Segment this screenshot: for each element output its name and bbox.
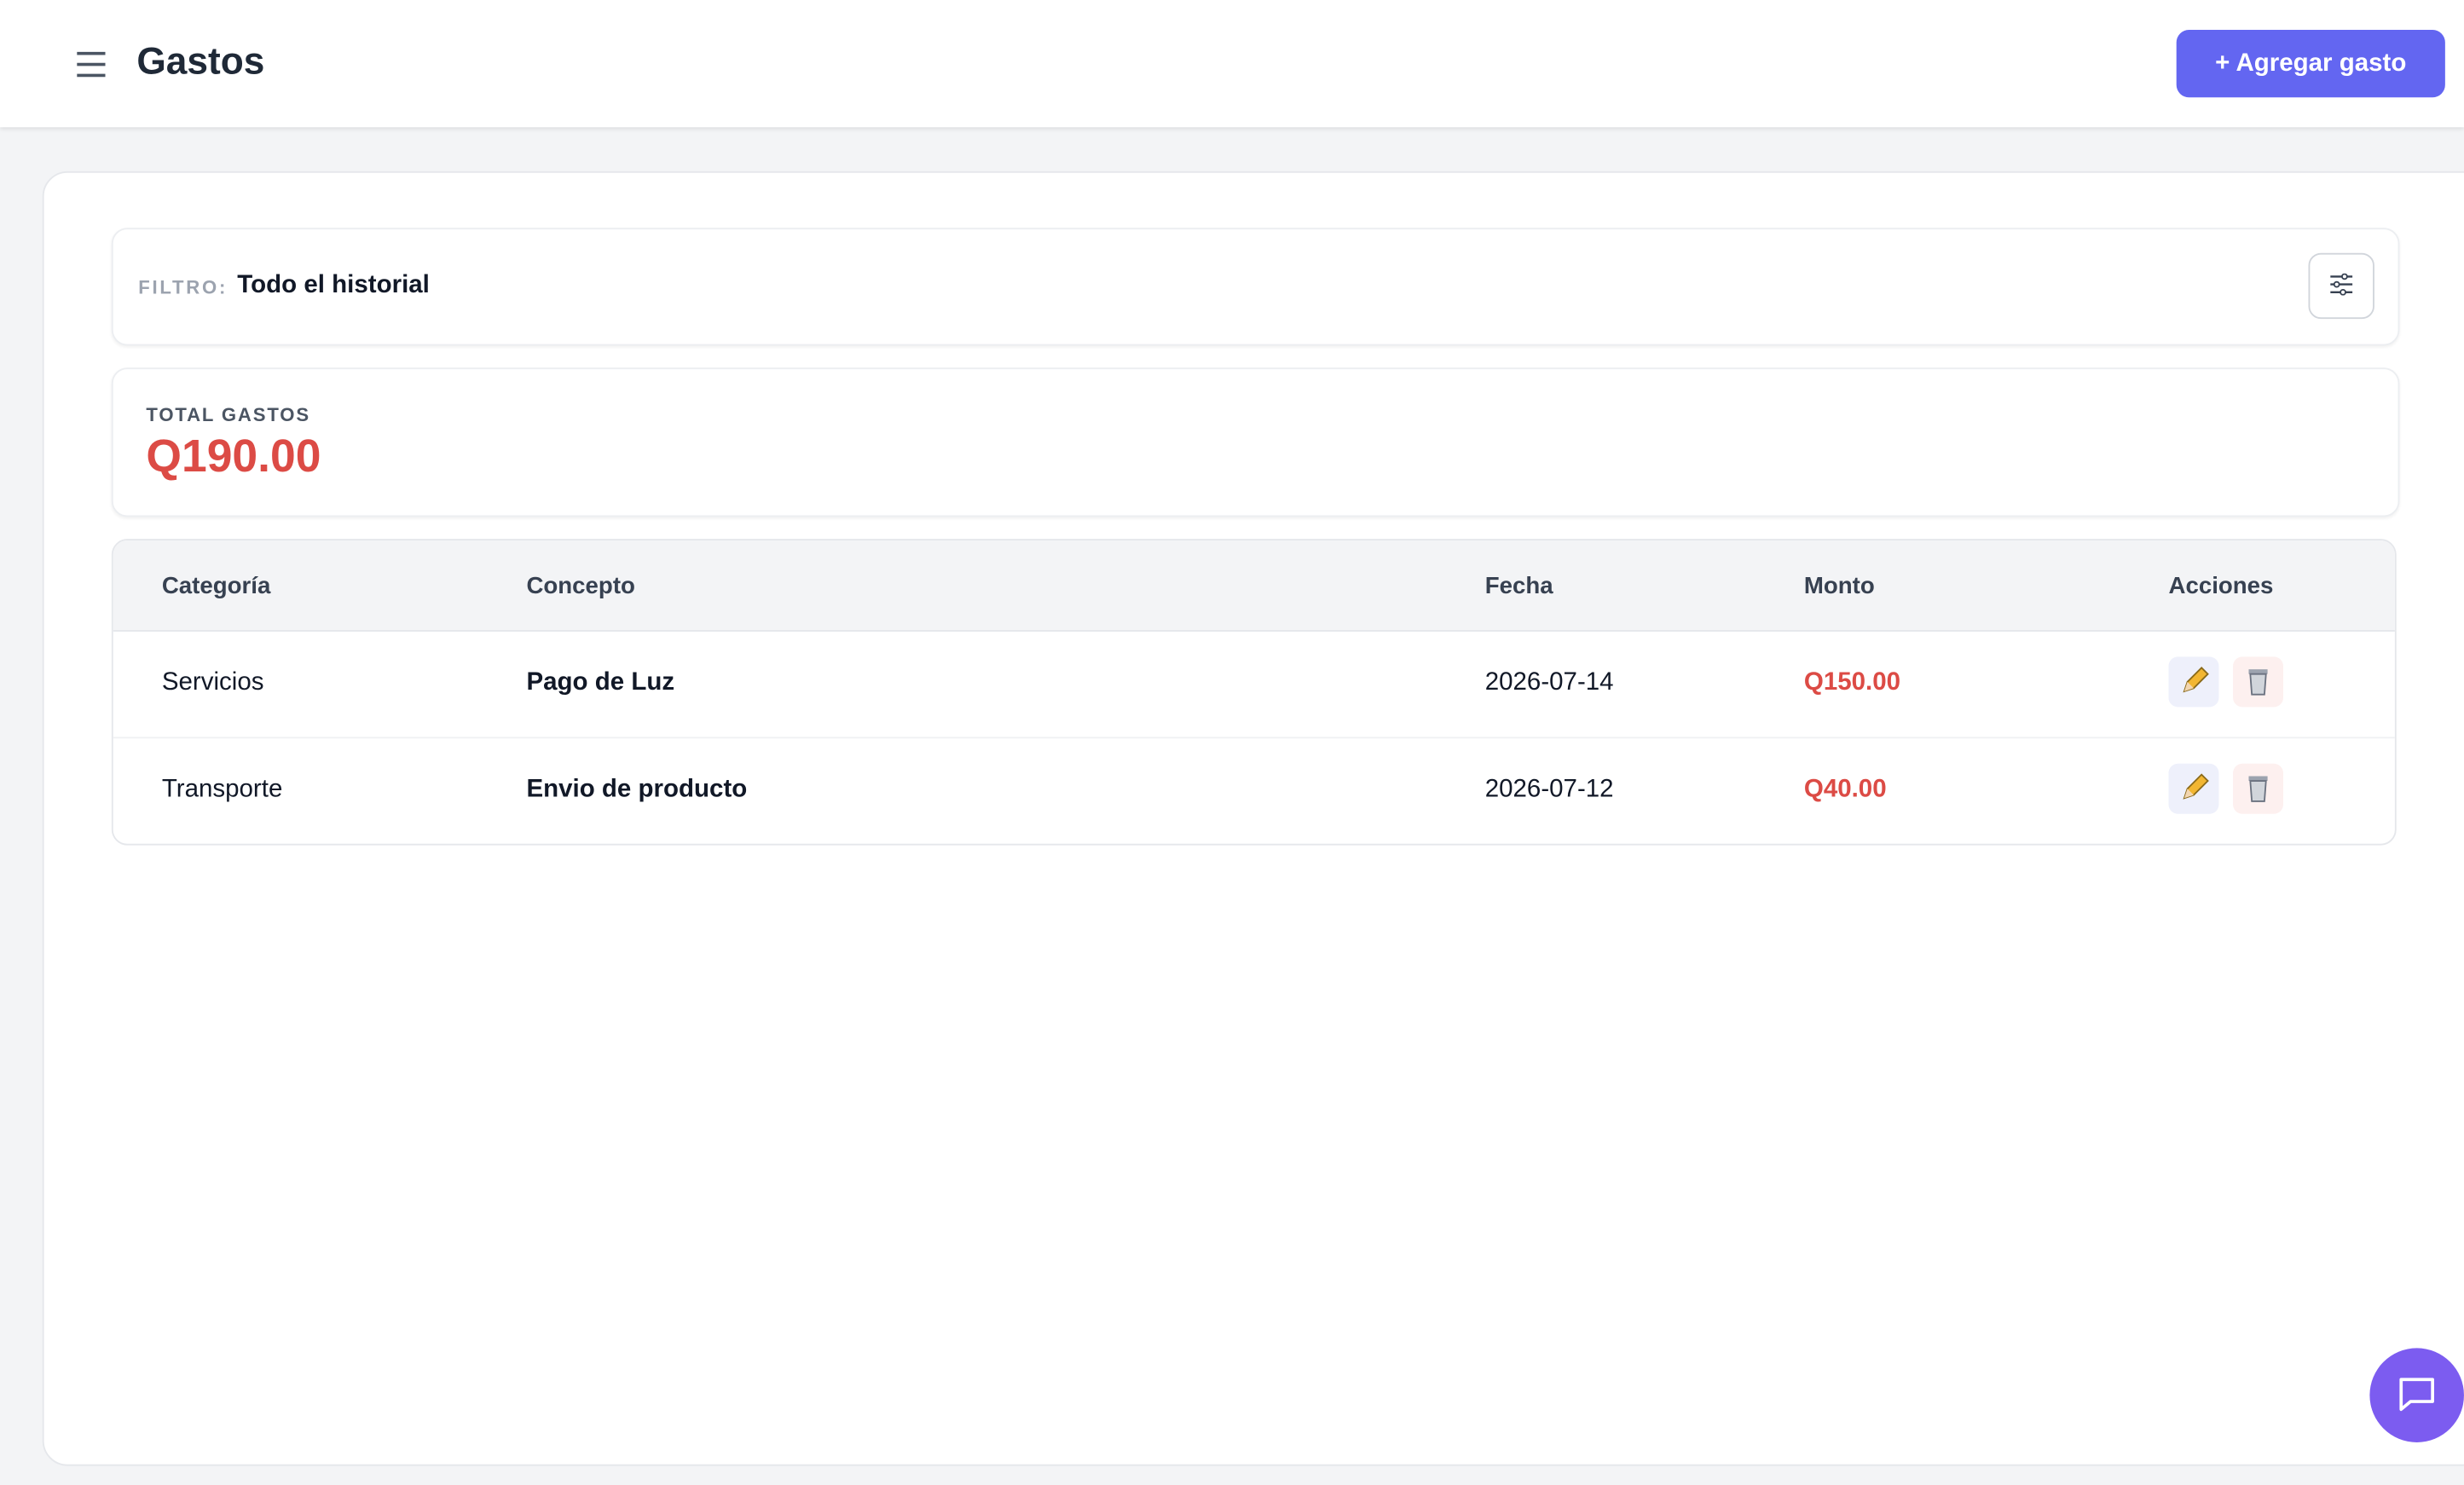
add-expense-button[interactable]: + Agregar gasto <box>2176 30 2445 98</box>
table-row: Servicios Pago de Luz 2026-07-14 Q150.00 <box>113 630 2395 739</box>
expenses-table: Categoría Concepto Fecha Monto Acciones Serv… <box>111 539 2397 846</box>
table-row: Transporte Envio de producto 2026-07-12 Q40… <box>113 737 2395 843</box>
filter-button[interactable] <box>2308 252 2374 320</box>
table-cell: 2026-07-12 <box>1484 776 1614 803</box>
edit-button[interactable] <box>2168 763 2219 814</box>
edit-icon <box>2183 667 2209 693</box>
column-header: Acciones <box>2168 571 2274 599</box>
menu-icon[interactable] <box>75 50 107 78</box>
table-cell: 2026-07-14 <box>1484 669 1614 696</box>
column-header: Fecha <box>1484 571 1553 599</box>
table-cell: Q150.00 <box>1803 669 1901 696</box>
column-header: Concepto <box>526 571 635 599</box>
filter-icon <box>2330 272 2353 295</box>
total-label: TOTAL GASTOS <box>146 403 310 426</box>
content-card: FILTRO: Todo el historial TOTAL GASTOS Q… <box>42 170 2464 1466</box>
table-cell: Q40.00 <box>1803 776 1887 803</box>
delete-button[interactable] <box>2233 763 2284 814</box>
table-cell: Envio de producto <box>526 776 748 803</box>
column-header: Categoría <box>161 571 271 599</box>
total-card: TOTAL GASTOS Q190.00 <box>111 367 2400 517</box>
table-cell: Servicios <box>161 669 264 696</box>
edit-icon <box>2183 773 2209 800</box>
filter-value: Todo el historial <box>237 271 430 299</box>
column-header: Monto <box>1803 571 1875 599</box>
delete-button[interactable] <box>2233 656 2284 708</box>
delete-icon <box>2248 669 2268 696</box>
chat-icon <box>2399 1377 2434 1411</box>
table-cell: Transporte <box>161 776 283 803</box>
top-bar: Gastos + Agregar gasto <box>0 0 2464 128</box>
chat-button[interactable] <box>2369 1348 2464 1442</box>
table-cell: Pago de Luz <box>526 669 675 696</box>
filter-label: FILTRO: <box>138 276 228 299</box>
delete-icon <box>2248 776 2268 802</box>
page-title: Gastos <box>136 40 265 84</box>
table-header: Categoría Concepto Fecha Monto Acciones <box>113 540 2395 632</box>
filter-bar: FILTRO: Todo el historial <box>111 228 2400 346</box>
edit-button[interactable] <box>2168 656 2219 708</box>
total-value: Q190.00 <box>146 431 321 482</box>
